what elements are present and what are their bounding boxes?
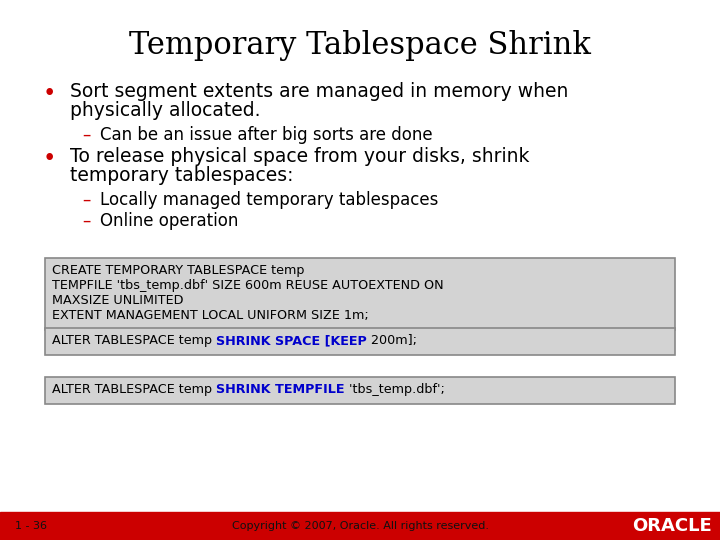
Text: •: • xyxy=(43,147,56,170)
Text: ORACLE: ORACLE xyxy=(632,517,712,535)
FancyBboxPatch shape xyxy=(45,258,675,330)
Text: Can be an issue after big sorts are done: Can be an issue after big sorts are done xyxy=(100,126,433,144)
Text: ALTER TABLESPACE temp: ALTER TABLESPACE temp xyxy=(52,383,216,396)
Text: Sort segment extents are managed in memory when: Sort segment extents are managed in memo… xyxy=(70,82,568,101)
Text: 200m];: 200m]; xyxy=(367,334,417,347)
FancyBboxPatch shape xyxy=(45,377,675,404)
Text: Temporary Tablespace Shrink: Temporary Tablespace Shrink xyxy=(129,30,591,61)
Text: SHRINK SPACE [KEEP: SHRINK SPACE [KEEP xyxy=(216,334,367,347)
Text: –: – xyxy=(82,126,91,144)
FancyBboxPatch shape xyxy=(45,328,675,355)
Text: physically allocated.: physically allocated. xyxy=(70,101,261,120)
Text: MAXSIZE UNLIMITED: MAXSIZE UNLIMITED xyxy=(52,294,184,307)
Text: Online operation: Online operation xyxy=(100,212,238,230)
Text: •: • xyxy=(43,82,56,105)
Text: TEMPFILE 'tbs_temp.dbf' SIZE 600m REUSE AUTOEXTEND ON: TEMPFILE 'tbs_temp.dbf' SIZE 600m REUSE … xyxy=(52,279,444,292)
Text: –: – xyxy=(82,191,91,209)
Bar xyxy=(620,514,720,538)
Text: CREATE TEMPORARY TABLESPACE temp: CREATE TEMPORARY TABLESPACE temp xyxy=(52,264,305,277)
Text: To release physical space from your disks, shrink: To release physical space from your disk… xyxy=(70,147,529,166)
Bar xyxy=(0,512,720,540)
Text: ALTER TABLESPACE temp: ALTER TABLESPACE temp xyxy=(52,334,216,347)
Text: Copyright © 2007, Oracle. All rights reserved.: Copyright © 2007, Oracle. All rights res… xyxy=(232,521,488,531)
Text: 'tbs_temp.dbf';: 'tbs_temp.dbf'; xyxy=(345,383,444,396)
Text: 1 - 36: 1 - 36 xyxy=(15,521,47,531)
Text: EXTENT MANAGEMENT LOCAL UNIFORM SIZE 1m;: EXTENT MANAGEMENT LOCAL UNIFORM SIZE 1m; xyxy=(52,309,369,322)
Text: SHRINK TEMPFILE: SHRINK TEMPFILE xyxy=(216,383,345,396)
Text: –: – xyxy=(82,212,91,230)
Text: temporary tablespaces:: temporary tablespaces: xyxy=(70,166,294,185)
Text: Locally managed temporary tablespaces: Locally managed temporary tablespaces xyxy=(100,191,438,209)
